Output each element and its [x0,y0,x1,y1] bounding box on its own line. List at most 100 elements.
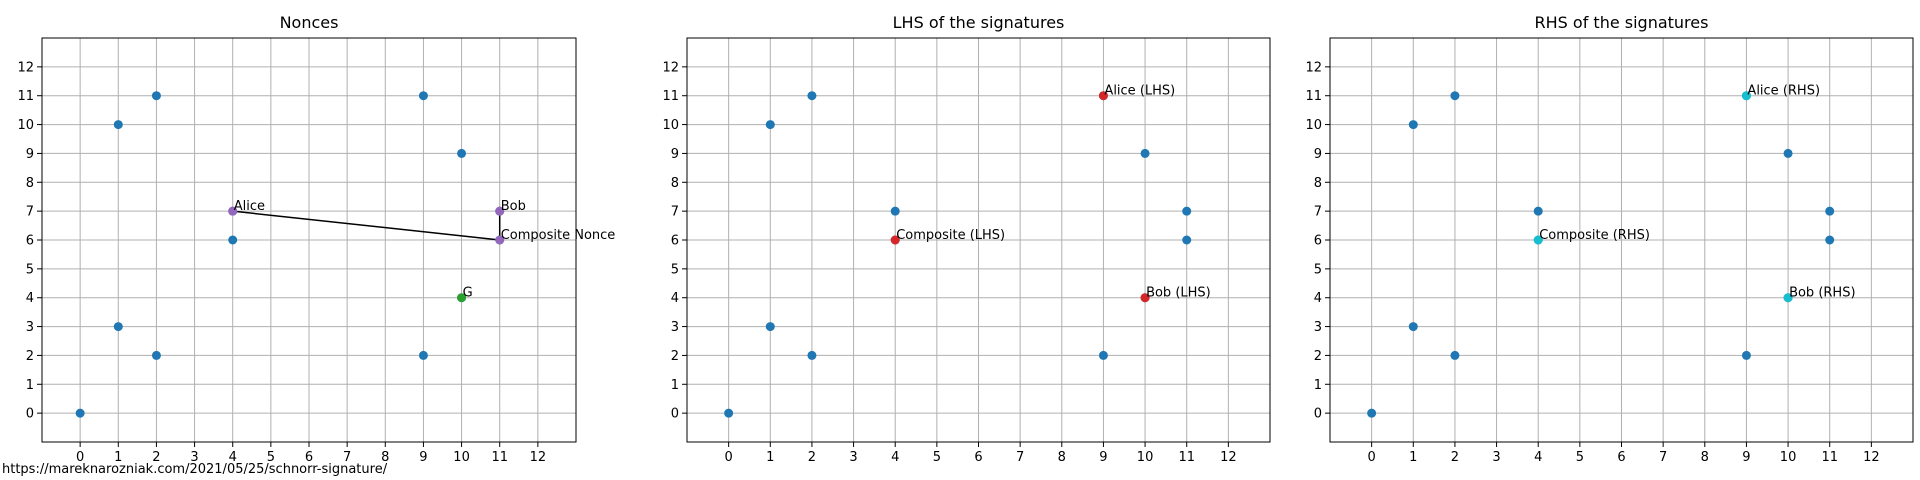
data-point [765,322,775,332]
y-tick-label: 3 [1314,320,1322,335]
data-point [1825,206,1835,216]
x-tick-label: 12 [1863,450,1880,465]
data-point [151,91,161,101]
data-point [228,235,238,245]
data-point [113,322,123,332]
x-tick-label: 10 [1780,450,1797,465]
x-tick-label: 9 [419,450,427,465]
point-annotation: Alice (LHS) [1104,84,1175,99]
y-tick-label: 4 [26,291,34,306]
data-point [1098,350,1108,360]
y-tick-label: 6 [671,234,679,249]
data-point [1825,235,1835,245]
x-tick-label: 10 [1137,450,1154,465]
chart-title: LHS of the signatures [893,13,1065,32]
x-tick-label: 6 [1617,450,1625,465]
data-point [724,408,734,418]
x-tick-label: 3 [190,450,198,465]
y-tick-label: 11 [662,89,679,104]
data-point [1408,322,1418,332]
data-point [1450,350,1460,360]
point-annotation: Bob (LHS) [1146,286,1211,301]
x-tick-label: 1 [114,450,122,465]
data-point [1140,148,1150,158]
x-tick-label: 9 [1742,450,1750,465]
y-tick-label: 4 [1314,291,1322,306]
x-tick-label: 1 [766,450,774,465]
y-tick-label: 0 [671,407,679,422]
y-tick-label: 7 [1314,205,1322,220]
x-tick-label: 7 [343,450,351,465]
y-tick-label: 3 [671,320,679,335]
point-annotation: Composite Nonce [501,228,616,243]
data-point [151,350,161,360]
data-point [1367,408,1377,418]
y-tick-label: 5 [1314,262,1322,277]
source-url: https://mareknarozniak.com/2021/05/25/sc… [2,462,388,477]
chart-1: 0 1 2 3 4 5 6 7 8 9 10 11 120123456789101112NoncesAl… [17,13,615,465]
x-tick-label: 8 [1701,450,1709,465]
y-tick-label: 6 [1314,234,1322,249]
highlight-point [457,293,467,303]
y-tick-label: 2 [1314,349,1322,364]
y-tick-label: 5 [26,262,34,277]
y-tick-label: 4 [671,291,679,306]
data-point [1741,350,1751,360]
x-tick-label: 2 [1451,450,1459,465]
highlight-point [1533,235,1543,245]
highlight-point [1741,91,1751,101]
x-tick-label: 6 [305,450,313,465]
y-tick-label: 9 [26,147,34,162]
chart-title: Nonces [280,13,339,32]
y-tick-label: 1 [1314,378,1322,393]
point-annotation: Composite (LHS) [896,228,1005,243]
x-tick-label: 11 [1178,450,1195,465]
y-tick-label: 1 [671,378,679,393]
y-tick-label: 8 [26,176,34,191]
x-tick-label: 4 [891,450,899,465]
data-point [418,91,428,101]
x-tick-label: 7 [1016,450,1024,465]
data-point [765,120,775,130]
y-tick-label: 8 [671,176,679,191]
x-tick-label: 4 [229,450,237,465]
data-point [418,350,428,360]
y-tick-label: 6 [26,234,34,249]
y-tick-label: 12 [1305,60,1322,75]
y-tick-label: 3 [26,320,34,335]
y-tick-label: 9 [671,147,679,162]
chart-title: RHS of the signatures [1535,13,1709,32]
y-tick-label: 12 [662,60,679,75]
x-tick-label: 5 [933,450,941,465]
data-point [1783,148,1793,158]
connector-line [232,210,500,241]
x-tick-label: 12 [1220,450,1237,465]
highlight-point [1783,293,1793,303]
data-point [75,408,85,418]
highlight-point [1140,293,1150,303]
x-tick-label: 9 [1099,450,1107,465]
x-tick-label: 0 [725,450,733,465]
x-tick-label: 3 [849,450,857,465]
point-annotation: Bob [501,199,526,214]
x-tick-label: 8 [1058,450,1066,465]
data-point [807,350,817,360]
data-point [1533,206,1543,216]
x-tick-label: 0 [76,450,84,465]
data-point [1182,235,1192,245]
data-point [1408,120,1418,130]
y-tick-label: 7 [26,205,34,220]
x-tick-label: 4 [1534,450,1542,465]
point-annotation: Composite (RHS) [1539,228,1650,243]
highlight-point [1098,91,1108,101]
data-point [113,120,123,130]
x-tick-label: 12 [530,450,547,465]
x-tick-label: 11 [491,450,508,465]
x-tick-label: 2 [808,450,816,465]
x-tick-label: 1 [1409,450,1417,465]
y-tick-label: 11 [17,89,34,104]
y-tick-label: 1 [26,378,34,393]
y-tick-label: 2 [26,349,34,364]
